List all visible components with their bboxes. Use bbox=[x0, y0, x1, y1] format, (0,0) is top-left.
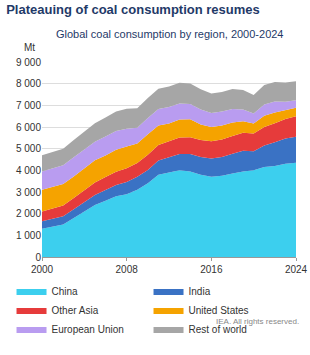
svg-text:European Union: European Union bbox=[52, 324, 124, 335]
svg-text:2008: 2008 bbox=[116, 264, 139, 275]
svg-text:Other Asia: Other Asia bbox=[52, 305, 99, 316]
svg-text:2000: 2000 bbox=[31, 264, 54, 275]
svg-text:6 000: 6 000 bbox=[16, 122, 41, 133]
svg-text:5 000: 5 000 bbox=[16, 143, 41, 154]
svg-text:8 000: 8 000 bbox=[16, 78, 41, 89]
svg-text:Mt: Mt bbox=[24, 42, 35, 53]
svg-text:Plateauing of coal consumption: Plateauing of coal consumption resumes bbox=[6, 2, 260, 17]
svg-text:3 000: 3 000 bbox=[16, 187, 41, 198]
svg-text:4 000: 4 000 bbox=[16, 165, 41, 176]
svg-text:0: 0 bbox=[35, 252, 41, 263]
svg-text:9 000: 9 000 bbox=[16, 57, 41, 68]
svg-text:United States: United States bbox=[189, 305, 249, 316]
svg-text:2 000: 2 000 bbox=[16, 208, 41, 219]
svg-text:2016: 2016 bbox=[200, 264, 223, 275]
svg-text:1 000: 1 000 bbox=[16, 230, 41, 241]
svg-text:IEA. All rights reserved.: IEA. All rights reserved. bbox=[216, 317, 299, 326]
svg-text:2024: 2024 bbox=[285, 264, 308, 275]
svg-text:China: China bbox=[52, 286, 79, 297]
svg-text:Global coal consumption by reg: Global coal consumption by region, 2000-… bbox=[56, 28, 283, 40]
svg-text:7 000: 7 000 bbox=[16, 100, 41, 111]
svg-text:India: India bbox=[189, 286, 211, 297]
svg-text:Rest of world: Rest of world bbox=[189, 324, 247, 335]
